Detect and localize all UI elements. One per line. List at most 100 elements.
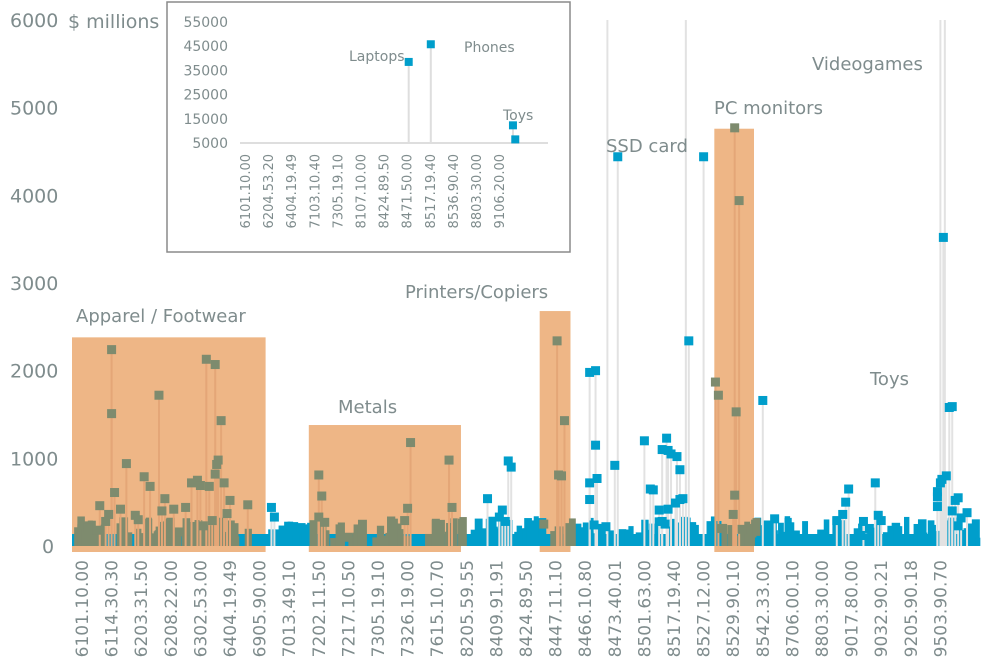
baseline-mark <box>175 530 182 546</box>
baseline-mark <box>654 517 661 546</box>
data-point <box>314 470 324 480</box>
inset-y-tick-label: 35000 <box>183 63 228 79</box>
baseline-mark <box>233 536 240 546</box>
baseline-mark <box>624 529 631 546</box>
data-point <box>243 500 253 510</box>
data-point <box>730 490 740 500</box>
data-point <box>110 488 120 498</box>
inset-annotation-toys: Toys <box>502 108 533 124</box>
data-point <box>660 519 670 529</box>
baseline-mark <box>670 527 676 546</box>
data-point <box>157 506 167 516</box>
baseline-mark <box>893 526 903 546</box>
baseline-mark <box>353 524 359 546</box>
data-point <box>104 509 114 519</box>
inset-data-point <box>404 57 413 66</box>
inset-x-tick-label: 9106.20.00 <box>493 154 508 228</box>
baseline-mark <box>823 534 830 546</box>
data-point <box>844 484 854 494</box>
data-point <box>552 336 562 346</box>
inset-x-tick-label: 7103.10.40 <box>308 154 323 228</box>
data-point <box>858 516 868 526</box>
inset-y-tick-label: 55000 <box>183 15 228 31</box>
inset-x-tick-label: 8536.90.40 <box>447 154 462 228</box>
data-point <box>591 440 601 450</box>
data-point <box>662 433 672 443</box>
data-point <box>154 390 164 400</box>
data-point <box>613 152 623 162</box>
inset-x-tick-label: 6404.19.49 <box>285 154 300 228</box>
data-point <box>219 478 229 488</box>
baseline-mark <box>90 532 99 546</box>
x-tick-label: 8501.63.00 <box>635 560 655 657</box>
data-point <box>133 515 143 525</box>
baseline-mark <box>514 531 520 546</box>
annotation-metals: Metals <box>338 397 397 418</box>
inset-x-tick-label: 8424.89.50 <box>378 154 393 228</box>
x-axis-ticks: 6101.10.00 6114.30.30 6203.31.50 6208.22.00… <box>73 560 951 657</box>
baseline-mark <box>823 519 830 546</box>
baseline-mark <box>618 529 627 546</box>
data-point <box>198 521 208 531</box>
data-point <box>181 502 191 512</box>
data-point <box>115 504 125 514</box>
data-point <box>841 497 851 507</box>
baseline-mark <box>795 535 802 546</box>
inset-data-point <box>426 40 435 49</box>
inset-x-tick-label: 8803.30.00 <box>470 154 485 228</box>
data-point <box>699 152 709 162</box>
inset-x-tick-label: 6204.53.20 <box>262 154 277 228</box>
data-point <box>406 438 416 448</box>
data-point <box>92 525 102 535</box>
baseline-mark <box>480 528 487 546</box>
baseline-mark <box>509 536 516 546</box>
inset-annotation-phones: Phones <box>464 40 515 56</box>
data-point <box>932 492 942 502</box>
data-point <box>204 481 214 491</box>
data-point <box>216 416 226 426</box>
x-tick-label: 7326.19.00 <box>399 560 419 657</box>
highlight-band <box>539 311 571 552</box>
inset-points <box>404 40 520 144</box>
baseline-mark <box>380 535 389 546</box>
data-point <box>225 495 235 505</box>
x-tick-label: 8706.00.10 <box>783 560 803 657</box>
inset-y-tick-label: 15000 <box>183 112 228 128</box>
baseline-mark <box>832 517 840 546</box>
inset-x-tick-label: 8517.19.40 <box>424 154 439 228</box>
x-tick-label: 7217.10.50 <box>339 560 359 657</box>
baseline-mark <box>116 523 123 546</box>
x-tick-label: 7615.10.70 <box>428 560 448 657</box>
inset-data-point <box>508 121 517 130</box>
data-point <box>666 449 676 459</box>
baseline-mark <box>887 525 895 546</box>
baseline-mark <box>534 537 541 546</box>
baseline-mark <box>697 535 707 546</box>
x-tick-label: 8409.91.91 <box>487 560 507 657</box>
data-point <box>192 475 202 485</box>
data-point <box>962 508 972 518</box>
baseline-mark <box>357 519 367 546</box>
inset-y-tick-label: 45000 <box>183 39 228 55</box>
baseline-mark <box>522 528 530 546</box>
y-tick-label: 0 <box>42 536 54 558</box>
data-point <box>503 456 513 466</box>
x-tick-label: 8447.11.10 <box>547 560 567 657</box>
baseline-mark <box>301 524 311 546</box>
data-point <box>855 530 865 540</box>
baseline-mark <box>769 521 777 546</box>
data-point <box>559 416 569 426</box>
baseline-mark <box>728 530 734 546</box>
x-tick-label: 8527.12.00 <box>695 560 715 657</box>
baseline-mark <box>862 533 869 546</box>
data-point <box>83 523 93 533</box>
data-point <box>663 504 673 514</box>
data-point <box>169 504 179 514</box>
annotation-toys: Toys <box>869 369 909 390</box>
data-point <box>672 452 682 462</box>
inset-data-point <box>511 135 520 144</box>
y-tick-label: 2000 <box>10 361 58 383</box>
data-point <box>956 513 966 523</box>
x-tick-label: 9032.90.21 <box>872 560 892 657</box>
baseline-mark <box>278 525 287 546</box>
